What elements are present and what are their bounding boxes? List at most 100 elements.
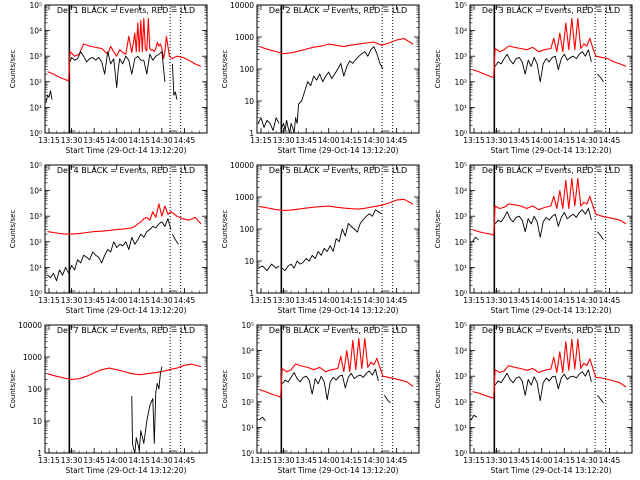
y-tick-label: 1000 xyxy=(235,193,254,202)
x-tick-label: 14:15 xyxy=(128,136,150,145)
plot-frame xyxy=(256,324,420,454)
y-tick-label: 10⁴ xyxy=(29,27,42,36)
x-tick-label: 13:15 xyxy=(463,136,485,145)
x-tick-label: 13:15 xyxy=(250,296,272,305)
y-tick-label: 10000 xyxy=(18,321,42,330)
x-axis-label: Start Time (29-Oct-14 13:12:20) xyxy=(65,146,186,155)
x-tick-label: 13:45 xyxy=(508,456,530,465)
events-series-line xyxy=(472,236,479,243)
y-tick-label: 100 xyxy=(28,385,43,394)
x-tick-label: 14:30 xyxy=(363,136,385,145)
x-axis-label: Start Time (29-Oct-14 13:12:20) xyxy=(277,146,398,155)
x-tick-label: 14:15 xyxy=(340,136,362,145)
x-tick-label: 14:30 xyxy=(363,296,385,305)
chart-panel-2: 1 10 100 1000 10000 13:15 13:30 13:45 14:00 14:15… xyxy=(221,1,420,155)
y-tick-label: 10¹ xyxy=(454,263,467,272)
y-tick-label: 10⁰ xyxy=(29,289,42,298)
marker-bracket xyxy=(69,326,76,452)
events-series-line xyxy=(45,90,53,103)
events-series-line xyxy=(597,73,604,83)
y-tick-label: 10 xyxy=(244,257,254,266)
y-tick-label: 10¹ xyxy=(454,423,467,432)
lld-series-line xyxy=(472,177,627,236)
y-tick-label: 10⁰ xyxy=(29,129,42,138)
marker-bracket xyxy=(494,166,501,292)
chart-title: Det 4 BLACK = Events, RED = LLD xyxy=(57,166,195,175)
y-tick-label: 10¹ xyxy=(29,263,42,272)
x-axis-label: Start Time (29-Oct-14 13:12:20) xyxy=(490,146,611,155)
lld-series-line xyxy=(47,203,202,235)
chart-title: Det 2 BLACK = Events, RED = LLD xyxy=(269,6,407,15)
y-axis-label: Counts/sec xyxy=(221,50,229,89)
x-tick-label: 13:45 xyxy=(295,136,317,145)
x-tick-label: 14:15 xyxy=(128,456,150,465)
chart-panel-5: 1 10 100 1000 10000 13:15 13:30 13:45 14:00 14:15… xyxy=(221,161,420,315)
x-tick-label: 14:00 xyxy=(531,296,553,305)
marker-bracket xyxy=(382,326,389,452)
y-axis-label: Counts/sec xyxy=(434,210,442,249)
x-tick-label: 13:15 xyxy=(38,136,60,145)
x-tick-label: 13:15 xyxy=(38,456,60,465)
events-series-line xyxy=(597,231,604,241)
x-tick-label: 13:45 xyxy=(295,296,317,305)
marker-bracket xyxy=(595,6,602,132)
plot-frame xyxy=(469,164,633,294)
y-axis-label: Counts/sec xyxy=(434,50,442,89)
lld-series-line xyxy=(472,17,627,78)
y-tick-label: 10³ xyxy=(454,52,467,61)
events-series-line xyxy=(494,49,592,83)
x-tick-label: 13:15 xyxy=(250,456,272,465)
y-tick-label: 10⁰ xyxy=(241,449,254,458)
chart-title: Det 3 BLACK = Events, RED = LLD xyxy=(482,6,620,15)
y-tick-label: 10000 xyxy=(230,1,254,10)
y-tick-label: 10² xyxy=(29,238,42,247)
x-tick-label: 13:45 xyxy=(508,136,530,145)
events-series-line xyxy=(172,233,179,245)
x-tick-label: 14:15 xyxy=(553,136,575,145)
chart-title: Det 7 BLACK = Events, RED = LLD xyxy=(57,326,195,335)
y-tick-label: 1 xyxy=(249,289,254,298)
x-tick-label: 14:00 xyxy=(531,136,553,145)
chart-title: Det 9 BLACK = Events, RED = LLD xyxy=(482,326,620,335)
x-tick-label: 13:45 xyxy=(508,296,530,305)
y-tick-label: 10⁴ xyxy=(454,27,467,36)
y-tick-label: 10³ xyxy=(241,372,254,381)
x-tick-label: 13:15 xyxy=(38,296,60,305)
events-series-line xyxy=(281,46,384,134)
x-tick-label: 14:30 xyxy=(576,136,598,145)
x-axis-label: Start Time (29-Oct-14 13:12:20) xyxy=(277,306,398,315)
x-tick-label: 13:45 xyxy=(83,456,105,465)
events-series-line xyxy=(257,117,280,131)
marker-bracket xyxy=(494,326,501,452)
y-tick-label: 10⁵ xyxy=(241,321,254,330)
x-tick-label: 14:45 xyxy=(386,136,408,145)
x-tick-label: 14:15 xyxy=(553,296,575,305)
y-tick-label: 10⁰ xyxy=(454,289,467,298)
x-tick-label: 14:15 xyxy=(340,456,362,465)
events-series-line xyxy=(494,208,592,238)
x-tick-label: 13:30 xyxy=(61,136,83,145)
x-tick-label: 13:30 xyxy=(273,456,295,465)
y-tick-label: 10⁵ xyxy=(29,1,42,10)
y-tick-label: 10000 xyxy=(230,161,254,170)
events-series-line xyxy=(69,51,166,88)
x-tick-label: 14:45 xyxy=(386,296,408,305)
lld-series-line xyxy=(259,337,414,398)
x-tick-label: 13:45 xyxy=(83,296,105,305)
y-tick-label: 10 xyxy=(244,97,254,106)
y-tick-label: 10⁴ xyxy=(454,347,467,356)
x-tick-label: 13:15 xyxy=(250,136,272,145)
x-tick-label: 14:45 xyxy=(599,456,621,465)
y-axis-label: Counts/sec xyxy=(221,210,229,249)
y-tick-label: 10⁵ xyxy=(29,161,42,170)
events-series-line xyxy=(281,209,382,272)
y-tick-label: 10² xyxy=(454,398,467,407)
marker-bracket xyxy=(281,326,288,452)
y-tick-label: 10² xyxy=(241,398,254,407)
y-tick-label: 100 xyxy=(240,65,255,74)
lld-series-line xyxy=(472,338,627,399)
x-tick-label: 14:00 xyxy=(106,136,128,145)
y-tick-label: 10⁵ xyxy=(454,1,467,10)
